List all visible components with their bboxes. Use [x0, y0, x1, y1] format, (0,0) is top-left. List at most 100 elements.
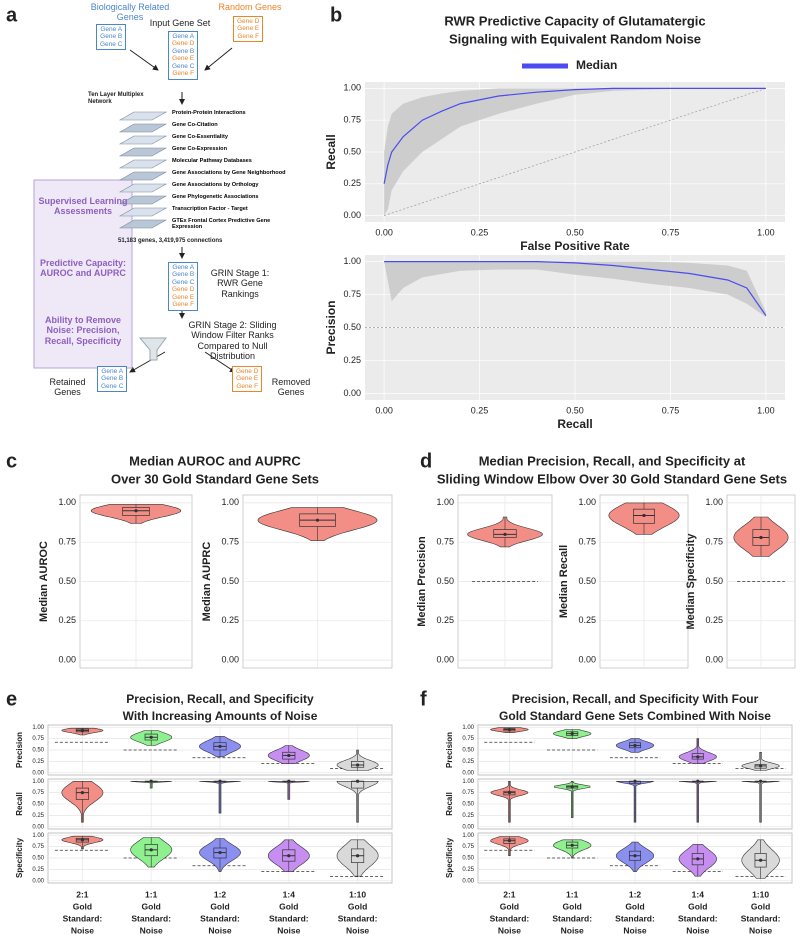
x-axis-label: Recall: [557, 417, 592, 431]
layer-sheet: [118, 183, 168, 193]
x-tick-label: Gold: [563, 901, 582, 911]
x-tick-label: Gold: [625, 901, 644, 911]
y-tick-label: 1.00: [58, 497, 76, 507]
x-tick-label: 1:1: [145, 889, 158, 899]
y-tick-label: 0.75: [32, 736, 44, 742]
y-tick-label: 0.25: [32, 813, 44, 819]
median-point: [356, 763, 360, 767]
x-tick-label: Standard:: [63, 913, 103, 923]
chart-title: Precision, Recall, and Specificity With …: [512, 692, 759, 706]
y-axis-label: Recall: [15, 792, 24, 816]
median-point: [287, 854, 291, 858]
x-tick-label: 0.25: [471, 227, 489, 237]
y-axis-label: Median AUPRC: [201, 542, 213, 622]
gene: Gene F: [236, 382, 259, 390]
network-summary: 51,183 genes, 3,419,975 connections: [118, 238, 223, 244]
panel-letter: b: [330, 4, 342, 26]
stage2-label: GRIN Stage 2: Sliding Window Filter Rank…: [188, 320, 277, 362]
layer-sheet: [118, 159, 168, 169]
x-tick-label: 1:4: [283, 889, 296, 899]
x-tick-label: Gold: [751, 901, 770, 911]
x-tick-label: 1:2: [629, 889, 642, 899]
gene: Gene B: [172, 271, 195, 279]
layer-label: Molecular Pathway Databases: [172, 158, 252, 164]
x-tick-label: Standard:: [615, 913, 655, 923]
box: [75, 787, 89, 800]
related-label: Biologically Related Genes: [90, 2, 170, 23]
x-tick-label: 0.00: [375, 405, 393, 415]
x-tick-label: Gold: [73, 901, 92, 911]
y-tick-label: 0.75: [462, 844, 474, 850]
x-tick-label: 1:4: [692, 889, 705, 899]
x-tick-label: Noise: [498, 925, 521, 935]
x-axis-label: False Positive Rate: [520, 239, 630, 253]
y-tick-label: 0.00: [462, 770, 474, 776]
layer-label: Gene Associations by Gene Neighborhood: [172, 170, 286, 176]
layer-label: Transcription Factor - Target: [172, 206, 248, 212]
chart-title: Over 30 Gold Standard Gene Sets: [111, 471, 319, 486]
random-label: Random Genes: [218, 2, 282, 12]
layer-sheet: [118, 123, 168, 133]
gene: Gene F: [172, 301, 195, 309]
median-point: [80, 791, 84, 795]
y-tick-label: 1.00: [705, 497, 723, 507]
x-tick-label: Gold: [348, 901, 367, 911]
gene: Gene E: [237, 25, 260, 33]
panel-letter: a: [6, 4, 18, 26]
x-tick-label: Standard:: [552, 913, 592, 923]
panel-letter: f: [420, 688, 427, 710]
chart-title: Precision, Recall, and Specificity: [126, 692, 314, 706]
x-tick-label: 0.75: [662, 405, 680, 415]
y-tick-label: 0.50: [32, 748, 44, 754]
y-axis-label: Median Recall: [558, 545, 570, 618]
y-axis-label: Median AUROC: [38, 541, 50, 622]
y-tick-label: 0.75: [578, 537, 596, 547]
network-layers: [118, 111, 168, 229]
y-tick-label: 0.75: [462, 736, 474, 742]
panel-letter: c: [6, 450, 17, 472]
y-tick-label: 0.25: [32, 759, 44, 765]
layer-label: Gene Phylogenetic Associations: [172, 194, 259, 200]
y-tick-label: 0.00: [343, 210, 361, 220]
y-tick-label: 0.75: [705, 537, 723, 547]
x-tick-label: Noise: [749, 925, 772, 935]
y-tick-label: 1.00: [578, 497, 596, 507]
chart-title: RWR Predictive Capacity of Glutamatergic: [444, 13, 705, 28]
y-tick-label: 0.75: [462, 790, 474, 796]
median-point: [633, 743, 637, 748]
x-tick-label: Noise: [208, 925, 231, 935]
y-tick-label: 0.25: [343, 178, 361, 188]
y-tick-label: 0.75: [58, 537, 76, 547]
retained-genes: Gene A Gene B Gene C: [97, 366, 128, 393]
x-tick-label: Standard:: [131, 913, 171, 923]
x-tick-label: Noise: [346, 925, 369, 935]
y-axis-label: Recall: [445, 792, 454, 816]
y-tick-label: 0.25: [462, 759, 474, 765]
y-tick-label: 0.75: [343, 115, 361, 125]
median-point: [759, 858, 763, 862]
confidence-band: [384, 88, 766, 216]
median-point: [356, 779, 360, 783]
x-tick-label: Gold: [279, 901, 298, 911]
median-point: [149, 735, 153, 739]
layer-label: Gene Co-Citation: [172, 122, 218, 128]
x-tick-label: Standard:: [741, 913, 781, 923]
assessment-predictive: Predictive Capacity: AUROC and AUPRC: [39, 258, 127, 279]
median-point: [134, 509, 138, 513]
median-point: [507, 727, 511, 732]
layer-sheet: [118, 219, 168, 229]
arrows: [129, 47, 236, 373]
median-point: [218, 850, 222, 855]
chart-title: Signaling with Equivalent Random Noise: [449, 31, 701, 46]
y-tick-label: 0.50: [705, 576, 723, 586]
y-tick-label: 0.50: [436, 576, 454, 586]
median-point: [507, 839, 511, 843]
retained-label: Retained Genes: [49, 377, 86, 398]
layer-label: Gene Associations by Orthology: [172, 182, 259, 188]
median-point: [356, 854, 360, 858]
y-tick-label: 0.00: [462, 878, 474, 884]
x-tick-label: 1:2: [214, 889, 227, 899]
median-point: [80, 838, 84, 842]
